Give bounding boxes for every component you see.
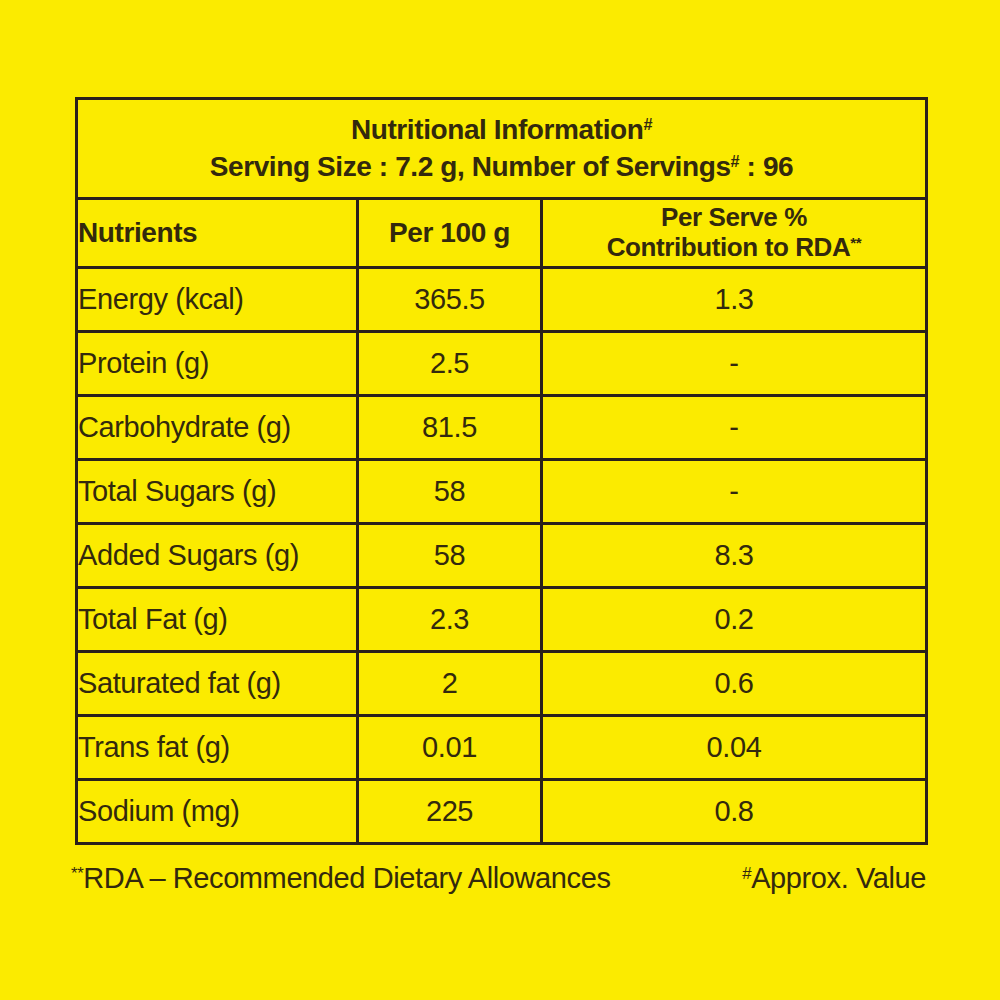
table-row-sodium: Sodium (mg) 225 0.8 bbox=[77, 780, 927, 844]
nutrient-label: Trans fat (g) bbox=[77, 716, 358, 780]
column-header-row: Nutrients Per 100 g Per Serve % Contribu… bbox=[77, 199, 927, 268]
per-100g-value: 365.5 bbox=[358, 268, 542, 332]
rda-footnote-asterisks: ** bbox=[71, 864, 83, 883]
per-100g-value: 2.3 bbox=[358, 588, 542, 652]
footnotes: **RDA – Recommended Dietary Allowances #… bbox=[71, 862, 926, 895]
nutrient-label: Protein (g) bbox=[77, 332, 358, 396]
serving-size-text: Serving Size : 7.2 g, Number of Servings bbox=[210, 151, 731, 182]
rda-value: 1.3 bbox=[542, 268, 927, 332]
per-100g-value: 2.5 bbox=[358, 332, 542, 396]
rda-value: - bbox=[542, 396, 927, 460]
per-100g-value: 0.01 bbox=[358, 716, 542, 780]
rda-value: 0.8 bbox=[542, 780, 927, 844]
rda-value: - bbox=[542, 332, 927, 396]
footnote-approx: #Approx. Value bbox=[742, 862, 926, 895]
nutrition-label-page: Nutritional Information# Serving Size : … bbox=[0, 0, 1000, 1000]
rda-header-line-2: Contribution to RDA** bbox=[543, 233, 925, 263]
approx-footnote-text: Approx. Value bbox=[751, 862, 926, 894]
title-line-2: Serving Size : 7.2 g, Number of Servings… bbox=[78, 149, 925, 186]
nutrient-label: Saturated fat (g) bbox=[77, 652, 358, 716]
footnote-rda: **RDA – Recommended Dietary Allowances bbox=[71, 862, 610, 895]
nutrient-label: Added Sugars (g) bbox=[77, 524, 358, 588]
rda-value: 0.2 bbox=[542, 588, 927, 652]
rda-asterisks-mark: ** bbox=[850, 234, 861, 251]
column-header-nutrients: Nutrients bbox=[77, 199, 358, 268]
nutrient-label: Carbohydrate (g) bbox=[77, 396, 358, 460]
table-row-total-sugars: Total Sugars (g) 58 - bbox=[77, 460, 927, 524]
table-row-carbohydrate: Carbohydrate (g) 81.5 - bbox=[77, 396, 927, 460]
rda-header-line-1: Per Serve % bbox=[543, 203, 925, 233]
table-row-energy: Energy (kcal) 365.5 1.3 bbox=[77, 268, 927, 332]
nutrition-table: Nutritional Information# Serving Size : … bbox=[75, 97, 925, 845]
table-row-trans-fat: Trans fat (g) 0.01 0.04 bbox=[77, 716, 927, 780]
table-row-total-fat: Total Fat (g) 2.3 0.2 bbox=[77, 588, 927, 652]
servings-hash-mark: # bbox=[731, 152, 740, 170]
nutrient-label: Energy (kcal) bbox=[77, 268, 358, 332]
rda-value: 0.6 bbox=[542, 652, 927, 716]
rda-value: 0.04 bbox=[542, 716, 927, 780]
table-row-saturated-fat: Saturated fat (g) 2 0.6 bbox=[77, 652, 927, 716]
rda-value: - bbox=[542, 460, 927, 524]
nutrient-label: Sodium (mg) bbox=[77, 780, 358, 844]
rda-value: 8.3 bbox=[542, 524, 927, 588]
servings-count-text: : 96 bbox=[739, 151, 793, 182]
title-hash-mark: # bbox=[643, 115, 652, 133]
title-line-1: Nutritional Information# bbox=[78, 112, 925, 149]
approx-footnote-hash: # bbox=[742, 864, 751, 883]
per-100g-value: 58 bbox=[358, 524, 542, 588]
nutrient-label: Total Fat (g) bbox=[77, 588, 358, 652]
nutrient-label: Total Sugars (g) bbox=[77, 460, 358, 524]
per-100g-value: 81.5 bbox=[358, 396, 542, 460]
per-100g-value: 225 bbox=[358, 780, 542, 844]
table-title-row: Nutritional Information# Serving Size : … bbox=[77, 99, 927, 199]
column-header-per-100g: Per 100 g bbox=[358, 199, 542, 268]
title-text: Nutritional Information bbox=[351, 114, 644, 145]
column-header-rda: Per Serve % Contribution to RDA** bbox=[542, 199, 927, 268]
rda-header-line-2-text: Contribution to RDA bbox=[607, 232, 851, 262]
table-title: Nutritional Information# Serving Size : … bbox=[77, 99, 927, 199]
rda-footnote-text: RDA – Recommended Dietary Allowances bbox=[83, 862, 610, 894]
table-row-added-sugars: Added Sugars (g) 58 8.3 bbox=[77, 524, 927, 588]
table-row-protein: Protein (g) 2.5 - bbox=[77, 332, 927, 396]
per-100g-value: 58 bbox=[358, 460, 542, 524]
per-100g-value: 2 bbox=[358, 652, 542, 716]
